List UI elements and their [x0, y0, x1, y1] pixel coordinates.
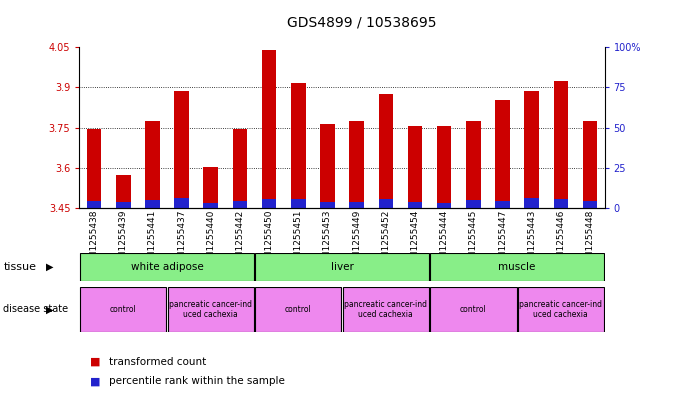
Bar — [168, 287, 254, 332]
Text: control: control — [460, 305, 486, 314]
Bar — [350, 121, 364, 208]
Bar — [518, 287, 604, 332]
Bar — [80, 253, 254, 281]
Bar — [495, 99, 510, 208]
Bar — [174, 92, 189, 208]
Bar — [203, 167, 218, 208]
Bar — [408, 202, 422, 208]
Bar — [174, 198, 189, 208]
Text: ▶: ▶ — [46, 305, 53, 314]
Bar — [291, 83, 305, 208]
Bar — [379, 94, 393, 208]
Bar — [524, 92, 539, 208]
Bar — [583, 121, 597, 208]
Bar — [233, 200, 247, 208]
Bar — [203, 203, 218, 208]
Bar — [379, 199, 393, 208]
Bar — [437, 127, 451, 208]
Bar — [320, 124, 334, 208]
Bar — [430, 253, 604, 281]
Bar — [80, 287, 167, 332]
Bar — [343, 287, 429, 332]
Bar — [116, 175, 131, 208]
Bar — [583, 201, 597, 208]
Bar — [262, 199, 276, 208]
Bar — [437, 203, 451, 208]
Bar — [350, 202, 364, 208]
Bar — [495, 201, 510, 208]
Bar — [466, 121, 481, 208]
Bar — [553, 199, 568, 208]
Bar — [233, 129, 247, 208]
Bar — [320, 202, 334, 208]
Text: liver: liver — [330, 262, 354, 272]
Text: GDS4899 / 10538695: GDS4899 / 10538695 — [287, 16, 436, 30]
Bar — [553, 81, 568, 208]
Text: muscle: muscle — [498, 262, 536, 272]
Text: pancreatic cancer-ind
uced cachexia: pancreatic cancer-ind uced cachexia — [169, 300, 252, 319]
Text: tissue: tissue — [3, 262, 37, 272]
Text: ■: ■ — [90, 376, 100, 386]
Bar — [408, 127, 422, 208]
Text: percentile rank within the sample: percentile rank within the sample — [109, 376, 285, 386]
Bar — [524, 198, 539, 208]
Text: transformed count: transformed count — [109, 356, 207, 367]
Bar — [145, 200, 160, 208]
Bar — [116, 202, 131, 208]
Bar — [87, 201, 102, 208]
Bar — [145, 121, 160, 208]
Bar — [291, 198, 305, 208]
Bar — [255, 253, 429, 281]
Bar — [87, 129, 102, 208]
Text: disease state: disease state — [3, 305, 68, 314]
Text: control: control — [285, 305, 312, 314]
Bar — [255, 287, 341, 332]
Text: control: control — [110, 305, 137, 314]
Bar — [430, 287, 516, 332]
Text: pancreatic cancer-ind
uced cachexia: pancreatic cancer-ind uced cachexia — [520, 300, 603, 319]
Text: ■: ■ — [90, 356, 100, 367]
Bar — [262, 50, 276, 208]
Text: pancreatic cancer-ind
uced cachexia: pancreatic cancer-ind uced cachexia — [344, 300, 427, 319]
Text: ▶: ▶ — [46, 262, 53, 272]
Bar — [466, 200, 481, 208]
Text: white adipose: white adipose — [131, 262, 203, 272]
